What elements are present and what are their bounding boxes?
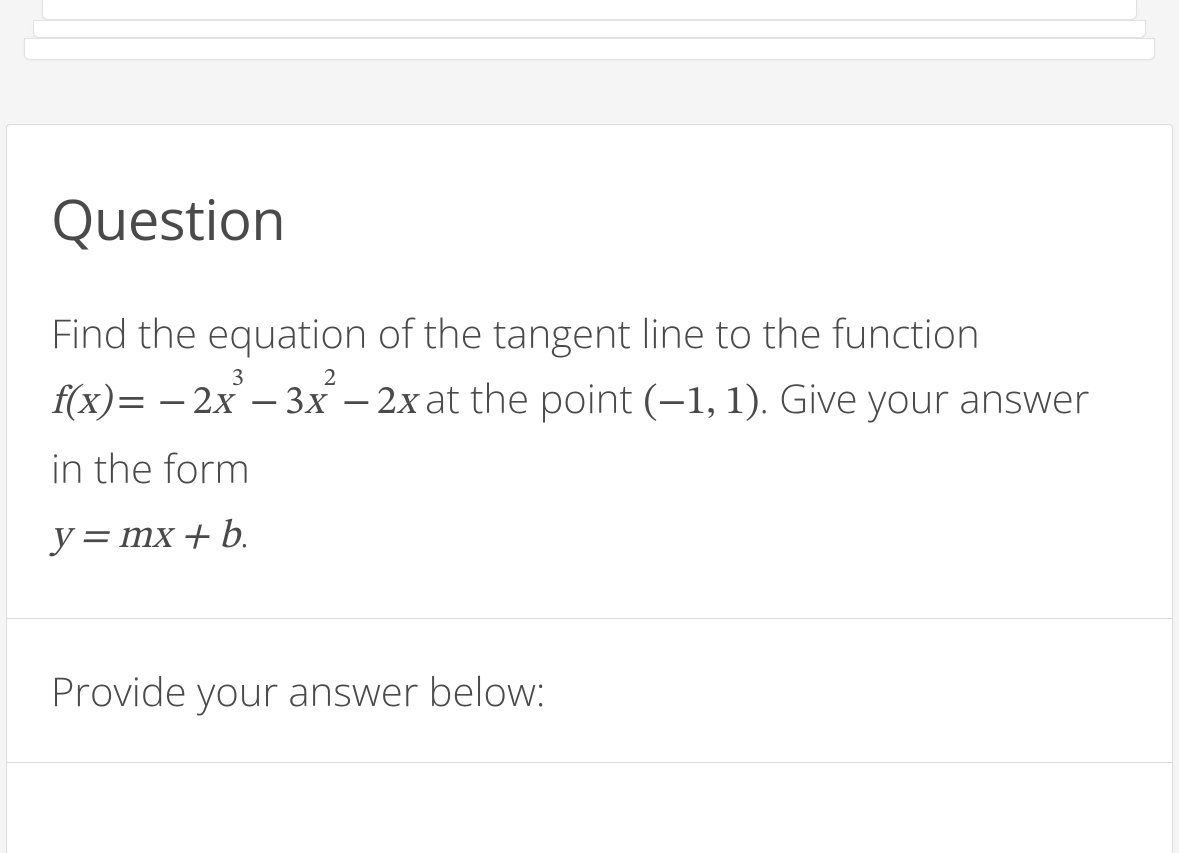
equals-sign: = [111,383,152,423]
answer-prompt: Provide your answer below: [51,663,545,718]
term-var: x [305,383,324,423]
term-exp: 2 [324,366,336,391]
question-card: Question Find the equation of the tangen… [6,124,1173,853]
card-stack [0,0,1179,72]
page-root: Question Find the equation of the tangen… [0,0,1179,853]
point-literal: (−1, 1) [643,383,759,423]
term-var: x [212,383,231,423]
term-exp: 3 [232,366,244,391]
term-coef: 3 [285,383,305,423]
function-expression: f(x)=−2x3−3x2−2x [51,383,425,423]
text-mid-1: at the point [425,370,643,425]
term-sign: − [244,383,285,423]
question-heading: Question [51,181,1128,257]
function-lhs: f(x) [51,383,111,423]
stacked-card [24,38,1155,60]
point-value: (−1, 1) [643,383,759,423]
text-suffix: . [240,504,250,559]
answer-form: y = mx + b [51,517,240,557]
term-sign: − [152,383,193,423]
answer-prompt-row: Provide your answer below: [7,619,1172,763]
term-coef: 2 [193,383,213,423]
stacked-card [42,0,1137,20]
term-coef: 2 [377,383,397,423]
question-text: Find the equation of the tangent line to… [51,301,1128,570]
term-sign: − [336,383,377,423]
stacked-card [33,20,1146,38]
question-body: Question Find the equation of the tangen… [7,125,1172,619]
term-var: x [397,383,416,423]
text-prefix: Find the equation of the tangent line to… [51,305,980,360]
